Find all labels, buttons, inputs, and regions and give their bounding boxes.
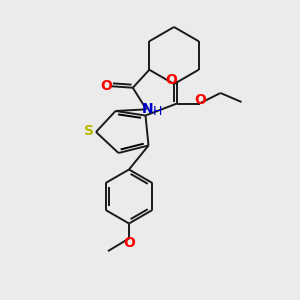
Text: O: O xyxy=(100,79,112,93)
Text: N: N xyxy=(142,102,154,116)
Text: H: H xyxy=(153,105,162,118)
Text: O: O xyxy=(194,93,206,107)
Text: S: S xyxy=(84,124,94,138)
Text: O: O xyxy=(124,236,136,250)
Text: O: O xyxy=(165,73,177,86)
